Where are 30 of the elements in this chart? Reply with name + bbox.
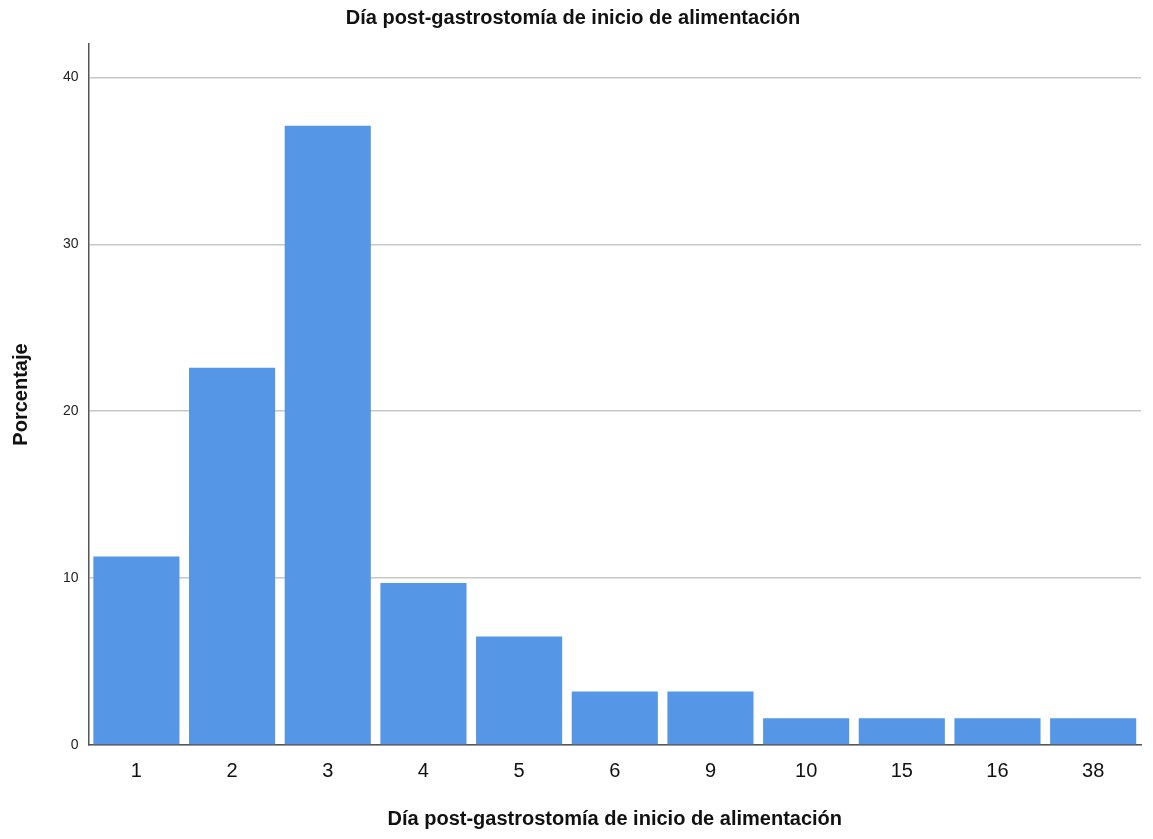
bar — [284, 125, 371, 745]
bar — [667, 691, 754, 745]
bar — [858, 718, 945, 745]
bar — [189, 367, 276, 745]
x-tick-label: 5 — [513, 758, 525, 781]
x-tick-label: 1 — [130, 758, 142, 781]
y-tick-label: 10 — [62, 568, 79, 585]
bar — [571, 691, 658, 745]
bar — [954, 718, 1041, 745]
bar — [1050, 718, 1137, 745]
x-tick-label: 3 — [322, 758, 334, 781]
y-tick-label: 20 — [62, 402, 79, 419]
x-tick-label: 38 — [1082, 758, 1105, 781]
x-tick-label: 16 — [986, 758, 1009, 781]
bar — [763, 718, 850, 745]
y-axis-title: Porcentaje — [8, 343, 31, 446]
chart-title: Día post-gastrostomía de inicio de alimentación — [345, 5, 801, 28]
x-tick-label: 10 — [795, 758, 818, 781]
x-tick-label: 15 — [890, 758, 913, 781]
y-tick-label: 0 — [70, 735, 79, 752]
x-tick-label: 9 — [704, 758, 717, 781]
x-tick-label: 2 — [226, 758, 238, 781]
x-axis-title: Día post-gastrostomía de inicio de alimentación — [387, 806, 843, 829]
y-tick-label: 30 — [62, 235, 79, 252]
x-tick-label: 6 — [609, 758, 621, 781]
x-tick-label: 4 — [417, 758, 429, 781]
y-tick-label: 40 — [62, 68, 79, 85]
bar — [476, 636, 563, 745]
bar — [380, 583, 467, 745]
bar — [93, 556, 180, 745]
